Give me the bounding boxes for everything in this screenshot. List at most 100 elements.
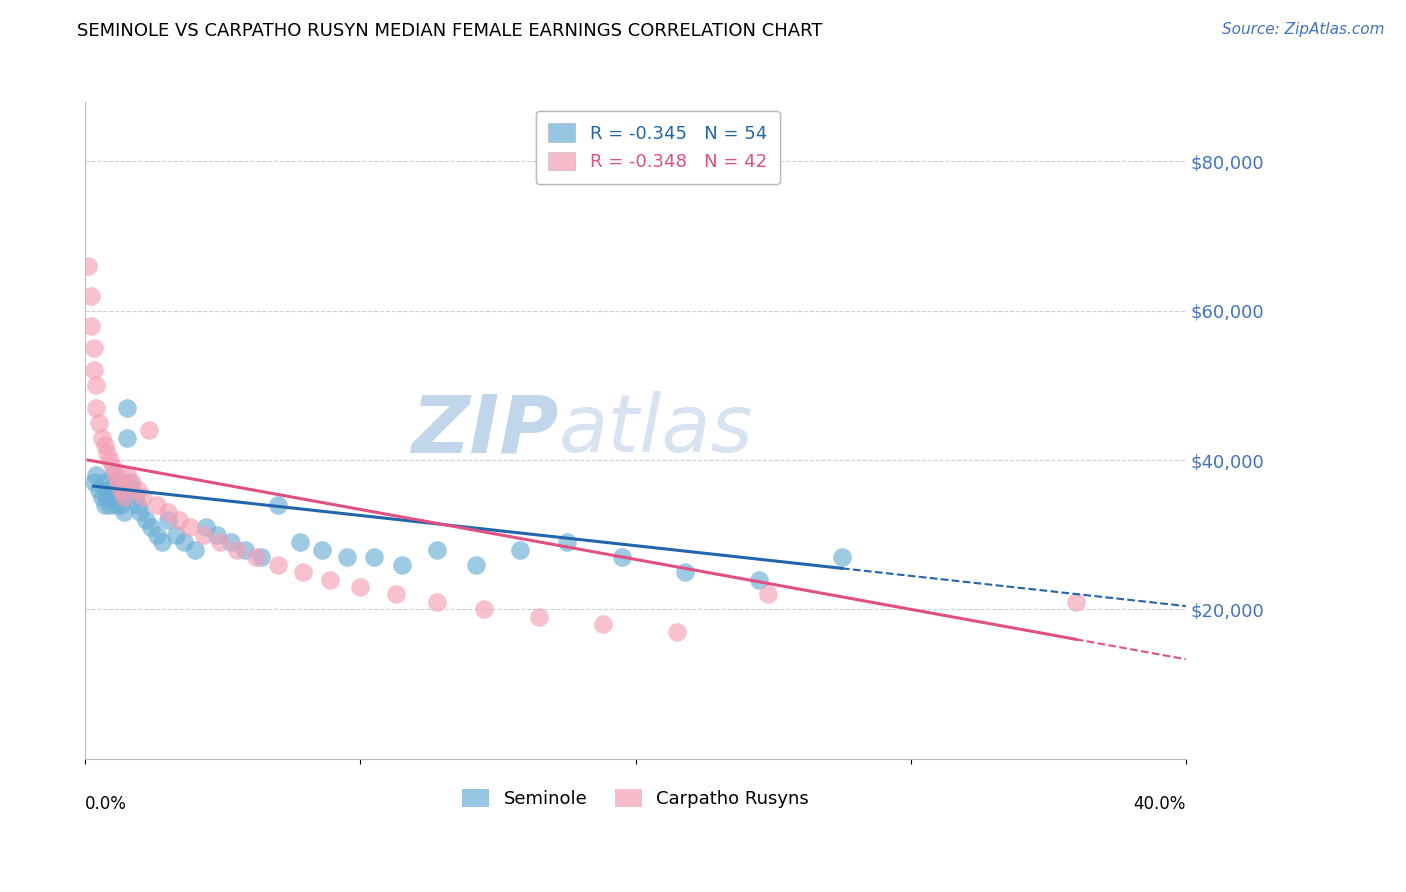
Legend: R = -0.345   N = 54, R = -0.348   N = 42: R = -0.345 N = 54, R = -0.348 N = 42 [536, 111, 779, 184]
Point [127, 498, 149, 512]
Point [363, 550, 385, 565]
Point [195, 520, 218, 534]
Text: 40.0%: 40.0% [1133, 795, 1185, 813]
Point [426, 542, 449, 557]
Text: 0.0%: 0.0% [86, 795, 127, 813]
Point [104, 467, 127, 482]
Point [207, 527, 229, 541]
Point [311, 542, 333, 557]
Point [87, 416, 110, 430]
Point [141, 520, 163, 534]
Point [225, 542, 247, 557]
Point [115, 401, 138, 415]
Point [115, 467, 138, 482]
Text: Source: ZipAtlas.com: Source: ZipAtlas.com [1222, 22, 1385, 37]
Point [77, 259, 100, 273]
Point [124, 491, 146, 505]
Point [83, 475, 105, 490]
Point [426, 595, 449, 609]
Point [96, 491, 118, 505]
Point [90, 431, 112, 445]
Point [665, 624, 688, 639]
Point [592, 617, 614, 632]
Point [93, 475, 115, 490]
Point [509, 542, 531, 557]
Point [121, 475, 143, 490]
Point [118, 475, 141, 490]
Point [84, 401, 107, 415]
Point [267, 498, 290, 512]
Point [156, 513, 179, 527]
Point [529, 610, 551, 624]
Point [121, 483, 143, 497]
Point [110, 498, 132, 512]
Point [385, 587, 408, 601]
Point [98, 483, 121, 497]
Point [107, 491, 129, 505]
Point [156, 505, 179, 519]
Point [209, 535, 232, 549]
Point [173, 535, 195, 549]
Point [110, 483, 132, 497]
Point [132, 491, 155, 505]
Point [93, 498, 115, 512]
Point [349, 580, 371, 594]
Point [319, 573, 342, 587]
Point [245, 550, 267, 565]
Point [93, 438, 115, 452]
Point [1064, 595, 1087, 609]
Point [135, 513, 157, 527]
Point [84, 467, 107, 482]
Point [87, 483, 110, 497]
Point [167, 513, 190, 527]
Point [336, 550, 359, 565]
Point [83, 341, 105, 355]
Point [112, 505, 135, 519]
Point [112, 491, 135, 505]
Point [98, 453, 121, 467]
Point [219, 535, 242, 549]
Point [555, 535, 578, 549]
Point [179, 520, 201, 534]
Point [165, 527, 187, 541]
Point [146, 527, 169, 541]
Point [110, 483, 132, 497]
Point [101, 491, 124, 505]
Point [90, 491, 112, 505]
Point [472, 602, 495, 616]
Text: atlas: atlas [558, 392, 754, 469]
Point [288, 535, 311, 549]
Point [83, 363, 105, 377]
Point [115, 431, 138, 445]
Point [101, 460, 124, 475]
Point [107, 475, 129, 490]
Point [96, 483, 118, 497]
Point [465, 558, 488, 572]
Point [101, 467, 124, 482]
Point [831, 550, 853, 565]
Point [96, 445, 118, 459]
Point [129, 505, 152, 519]
Point [98, 498, 121, 512]
Point [673, 565, 696, 579]
Point [138, 423, 160, 437]
Point [193, 527, 215, 541]
Point [104, 483, 127, 497]
Point [233, 542, 256, 557]
Point [104, 498, 127, 512]
Point [146, 498, 169, 512]
Point [250, 550, 273, 565]
Point [84, 378, 107, 392]
Point [127, 483, 149, 497]
Point [107, 475, 129, 490]
Point [80, 318, 103, 333]
Point [756, 587, 779, 601]
Point [184, 542, 207, 557]
Point [610, 550, 633, 565]
Point [391, 558, 413, 572]
Point [748, 573, 770, 587]
Point [150, 535, 173, 549]
Point [267, 558, 290, 572]
Text: SEMINOLE VS CARPATHO RUSYN MEDIAN FEMALE EARNINGS CORRELATION CHART: SEMINOLE VS CARPATHO RUSYN MEDIAN FEMALE… [77, 22, 823, 40]
Text: ZIP: ZIP [411, 392, 558, 469]
